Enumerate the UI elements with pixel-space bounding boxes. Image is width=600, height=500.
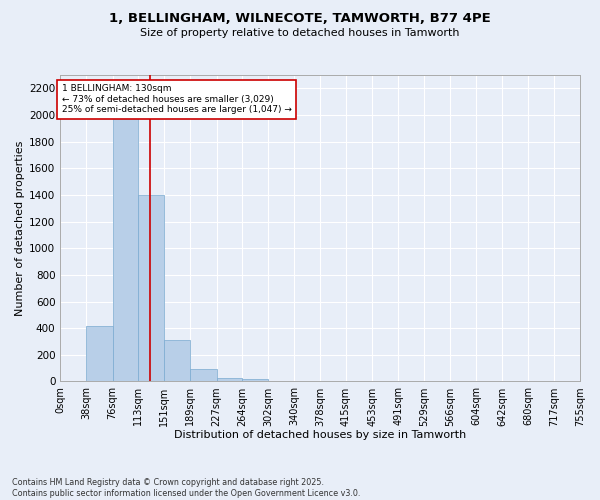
Bar	[242, 380, 268, 382]
Bar	[86, 326, 113, 382]
Bar	[217, 378, 242, 382]
Bar	[164, 340, 190, 382]
Text: Contains HM Land Registry data © Crown copyright and database right 2025.
Contai: Contains HM Land Registry data © Crown c…	[12, 478, 361, 498]
Bar	[190, 370, 217, 382]
Bar	[268, 381, 295, 382]
X-axis label: Distribution of detached houses by size in Tamworth: Distribution of detached houses by size …	[174, 430, 466, 440]
Text: Size of property relative to detached houses in Tamworth: Size of property relative to detached ho…	[140, 28, 460, 38]
Bar	[138, 195, 164, 382]
Bar	[113, 95, 138, 382]
Bar	[60, 381, 86, 382]
Y-axis label: Number of detached properties: Number of detached properties	[15, 140, 25, 316]
Text: 1 BELLINGHAM: 130sqm
← 73% of detached houses are smaller (3,029)
25% of semi-de: 1 BELLINGHAM: 130sqm ← 73% of detached h…	[62, 84, 292, 114]
Text: 1, BELLINGHAM, WILNECOTE, TAMWORTH, B77 4PE: 1, BELLINGHAM, WILNECOTE, TAMWORTH, B77 …	[109, 12, 491, 26]
